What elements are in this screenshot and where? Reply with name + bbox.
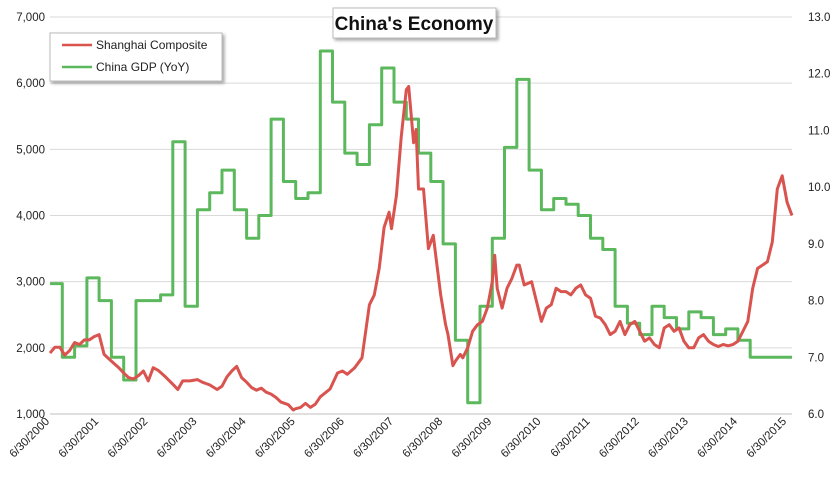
y-right-tick-label: 7.0 — [808, 352, 824, 364]
y-right-tick-label: 11.0 — [808, 125, 830, 137]
y-right-tick-label: 10.0 — [808, 182, 830, 194]
y-left-tick-label: 1,000 — [16, 409, 45, 421]
series-layer — [48, 49, 794, 412]
legend-label-shanghai: Shanghai Composite — [96, 38, 208, 52]
legend-label-gdp: China GDP (YoY) — [96, 60, 189, 74]
title-box — [332, 7, 497, 39]
y-right-tick-label: 13.0 — [808, 12, 830, 24]
left-axis: 1,000 2,000 3,000 4,000 5,000 6,000 7,000 — [16, 12, 45, 421]
chart-title-box: China's Economy — [332, 7, 497, 39]
y-left-tick-label: 4,000 — [16, 211, 45, 223]
y-left-tick-label: 3,000 — [16, 277, 45, 289]
chart-title: China's Economy — [335, 14, 494, 35]
y-left-tick-label: 2,000 — [16, 343, 45, 355]
y-left-tick-label: 7,000 — [16, 12, 45, 24]
y-right-tick-label: 8.0 — [808, 296, 824, 308]
y-left-tick-label: 6,000 — [16, 78, 45, 90]
y-right-tick-label: 9.0 — [808, 239, 824, 251]
y-right-tick-label: 6.0 — [808, 409, 824, 421]
legend-box — [49, 32, 223, 82]
right-axis: 6.0 7.0 8.0 9.0 10.0 11.0 12.0 13.0 — [808, 12, 830, 421]
y-right-tick-label: 12.0 — [808, 69, 830, 81]
series-line-shanghai-composite — [48, 85, 794, 412]
legend: Shanghai Composite China GDP (YoY) — [49, 32, 223, 82]
y-left-tick-label: 5,000 — [16, 144, 45, 156]
